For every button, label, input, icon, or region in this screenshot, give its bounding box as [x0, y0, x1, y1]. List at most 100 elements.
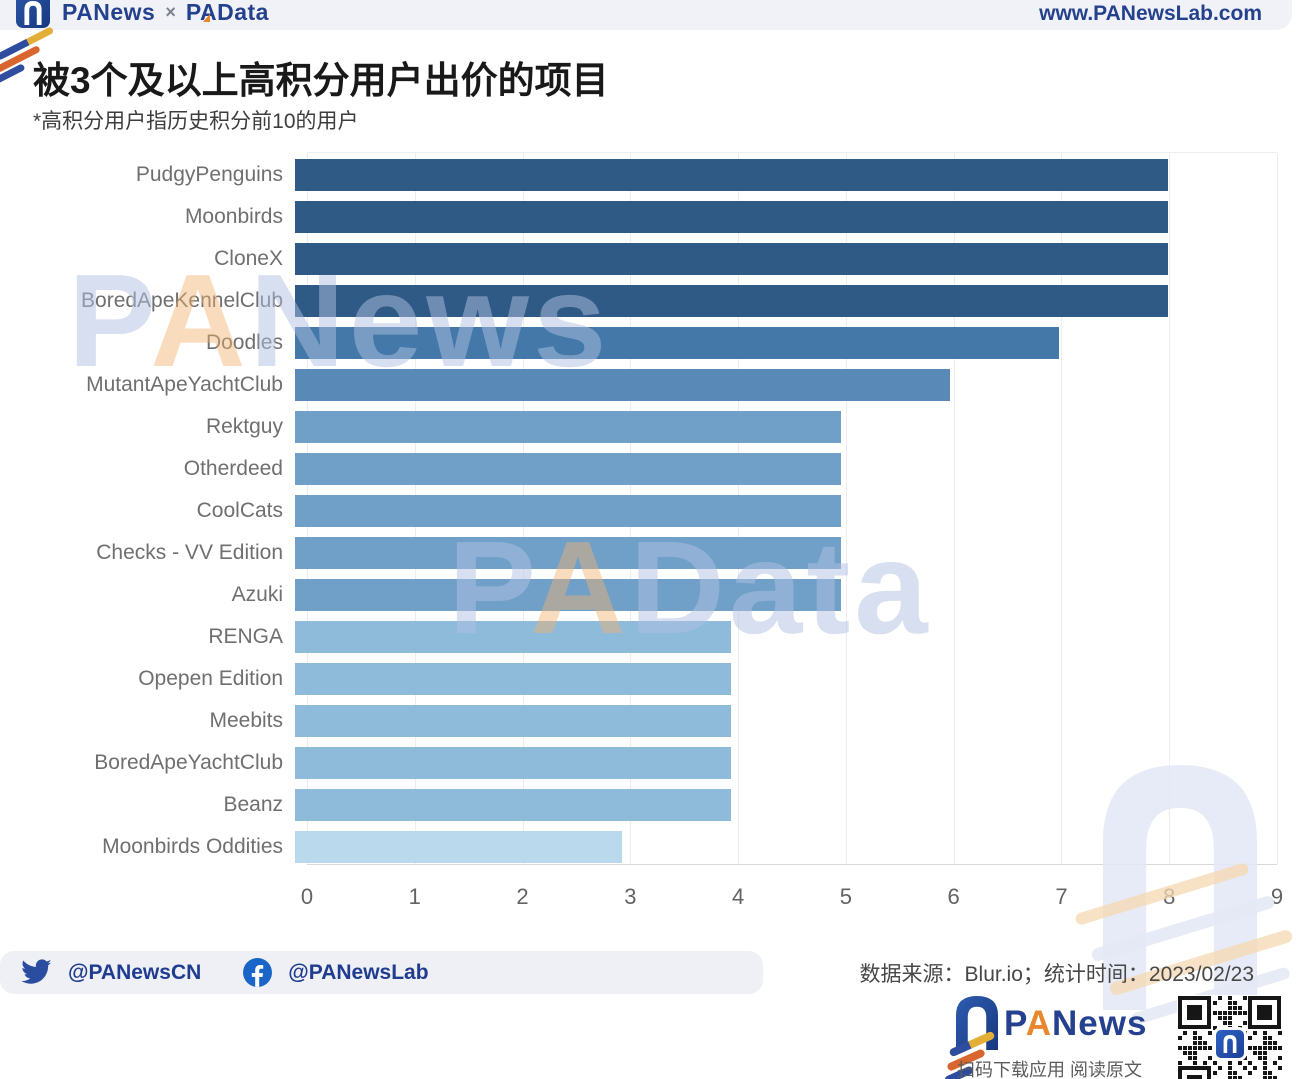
- category-label: BoredApeYachtClub: [94, 751, 283, 774]
- bar-row: Azuki: [33, 579, 1277, 611]
- bar: [295, 789, 732, 821]
- bar: [295, 285, 1168, 317]
- bar-track: [295, 285, 1277, 317]
- x-tick-label: 2: [516, 884, 529, 909]
- category-label: Beanz: [223, 793, 283, 816]
- x-axis-ticks: 0 1 2 3 4 5 6 7 8 9: [301, 884, 1283, 910]
- bar-track: [295, 201, 1277, 233]
- bar-row: BoredApeYachtClub: [33, 747, 1277, 779]
- data-source-note: 数据来源：Blur.io；统计时间：2023/02/23: [859, 963, 1254, 986]
- page-subtitle: *高积分用户指历史积分前10的用户: [33, 110, 359, 133]
- bar: [295, 453, 841, 485]
- qr-center-logo: [1213, 1027, 1247, 1061]
- bar-row: Beanz: [33, 789, 1277, 821]
- bar-row: Doodles: [33, 327, 1277, 359]
- panews-app-icon: [16, 0, 50, 28]
- bar: [295, 201, 1168, 233]
- gridline: [1061, 153, 1063, 864]
- qr-code[interactable]: [1177, 995, 1283, 1079]
- category-label: Opepen Edition: [138, 667, 283, 690]
- category-label: CoolCats: [196, 499, 283, 522]
- bar: [295, 327, 1059, 359]
- brand-separator: ×: [165, 2, 176, 22]
- bar-row: Otherdeed: [33, 453, 1277, 485]
- category-label: Moonbirds Oddities: [102, 835, 283, 858]
- bar-track: [295, 747, 1277, 779]
- bar-track: [295, 831, 1277, 863]
- bar: [295, 621, 732, 653]
- bar-track: [295, 663, 1277, 695]
- x-tick-label: 9: [1270, 884, 1284, 909]
- brand-panews: PANews: [62, 0, 156, 25]
- bar-chart: PudgyPenguins Moonbirds CloneX BoredApeKenn…: [33, 152, 1283, 942]
- bar-row: Moonbirds Oddities: [33, 831, 1277, 863]
- bar-row: Moonbirds: [33, 201, 1277, 233]
- bar-row: MutantApeYachtClub: [33, 369, 1277, 401]
- category-label: Otherdeed: [183, 457, 283, 480]
- bar-row: BoredApeKennelClub: [33, 285, 1277, 317]
- bar-track: [295, 411, 1277, 443]
- brand-padata: PAData: [185, 0, 269, 25]
- bar-row: Rektguy: [33, 411, 1277, 443]
- panews-logotype: PANews: [1004, 1004, 1148, 1043]
- bar-row: PudgyPenguins: [33, 159, 1277, 191]
- x-tick-label: 6: [947, 884, 960, 909]
- category-label: MutantApeYachtClub: [86, 373, 283, 396]
- bar: [295, 747, 732, 779]
- social-band: @PANewsCN @PANewsLab: [0, 951, 763, 994]
- bar: [295, 159, 1168, 191]
- x-tick-label: 4: [731, 884, 745, 909]
- bar-track: [295, 579, 1277, 611]
- twitter-handle[interactable]: @PANewsCN: [68, 960, 202, 984]
- bar: [295, 705, 732, 737]
- gridline: [953, 153, 955, 864]
- facebook-icon: [243, 958, 273, 987]
- facebook-handle[interactable]: @PANewsLab: [288, 960, 429, 984]
- bar-track: [295, 453, 1277, 485]
- bar-track: [295, 705, 1277, 737]
- bar-row: CloneX: [33, 243, 1277, 275]
- category-label: Moonbirds: [184, 205, 283, 228]
- x-tick-label: 0: [300, 884, 314, 909]
- page-title: 被3个及以上高积分用户出价的项目: [33, 60, 609, 101]
- bar-track: [295, 369, 1277, 401]
- bar-track: [295, 327, 1277, 359]
- bar: [295, 579, 841, 611]
- bar-track: [295, 789, 1277, 821]
- x-tick-label: 5: [839, 884, 852, 909]
- category-label: Azuki: [231, 583, 283, 606]
- x-tick-label: 8: [1163, 884, 1176, 909]
- x-tick-label: 7: [1055, 884, 1068, 909]
- qr-caption: 扫码下载应用 阅读原文: [957, 1060, 1142, 1079]
- bar: [295, 369, 950, 401]
- category-label: CloneX: [214, 247, 283, 270]
- bar-track: [295, 243, 1277, 275]
- category-label: Doodles: [205, 331, 283, 354]
- bar-track: [295, 495, 1277, 527]
- x-tick-label: 3: [624, 884, 637, 909]
- gridline: [1169, 153, 1171, 864]
- bar: [295, 831, 623, 863]
- category-label: BoredApeKennelClub: [81, 289, 283, 312]
- bar-row: Checks - VV Edition: [33, 537, 1277, 569]
- x-tick-label: 1: [408, 884, 421, 909]
- bar: [295, 537, 841, 569]
- bar-row: Meebits: [33, 705, 1277, 737]
- category-label: Checks - VV Edition: [96, 541, 283, 564]
- gridline: [845, 153, 847, 864]
- twitter-icon: [21, 959, 52, 984]
- site-url-link[interactable]: www.PANewsLab.com: [1039, 2, 1262, 25]
- category-label: Rektguy: [205, 415, 283, 438]
- bar: [295, 495, 841, 527]
- x-axis-line: [307, 864, 1277, 865]
- category-label: Meebits: [209, 709, 283, 732]
- magnet-n-icon: [24, 1, 42, 25]
- bar-row: Opepen Edition: [33, 663, 1277, 695]
- bar-track: [295, 621, 1277, 653]
- bar-row: RENGA: [33, 621, 1277, 653]
- header-brand: PANews × PAData: [62, 0, 269, 26]
- category-label: RENGA: [208, 625, 283, 648]
- bar: [295, 663, 732, 695]
- bar-row: CoolCats: [33, 495, 1277, 527]
